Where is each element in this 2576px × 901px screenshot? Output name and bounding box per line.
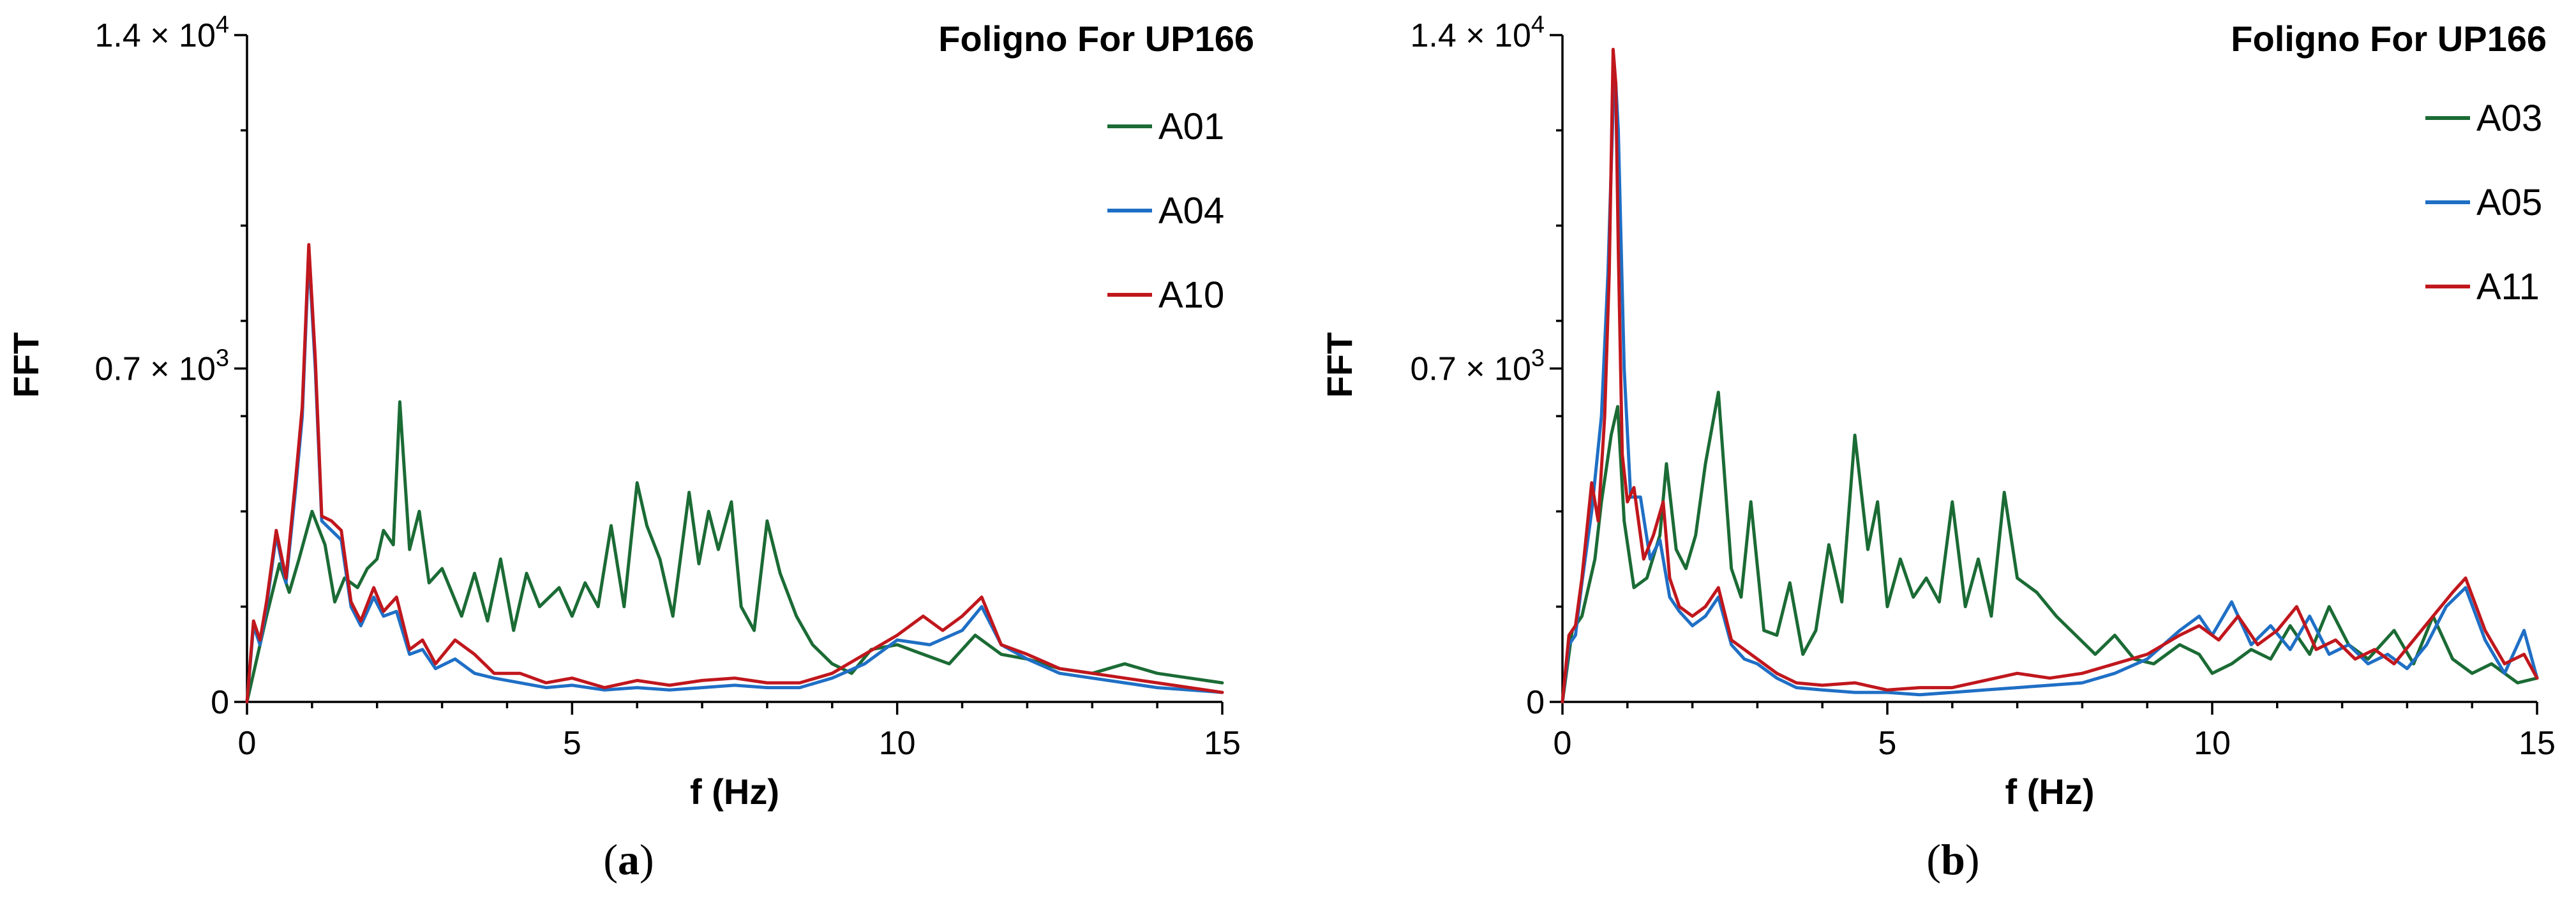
chart-title: Foligno For UP166 bbox=[938, 19, 1254, 59]
x-tick-label: 10 bbox=[2194, 725, 2231, 762]
legend-label: A05 bbox=[2476, 182, 2542, 223]
y-tick-label-base: 0 bbox=[1526, 684, 1545, 721]
x-tick-label: 5 bbox=[1878, 725, 1897, 762]
panel-label-paren: ( bbox=[603, 835, 618, 884]
series-line-a10 bbox=[245, 242, 1224, 704]
y-tick-label: 0 bbox=[211, 684, 229, 721]
legend-label: A11 bbox=[2476, 266, 2540, 308]
panel-label: (b) bbox=[1926, 835, 1979, 884]
legend-label: A03 bbox=[2476, 98, 2542, 139]
y-tick-label: 1.4 × 104 bbox=[94, 11, 229, 54]
y-tick-label-exponent: 4 bbox=[1531, 11, 1545, 38]
chart-title: Foligno For UP166 bbox=[2231, 19, 2547, 59]
series-line-a04 bbox=[245, 252, 1224, 704]
panel-label-paren: ( bbox=[1926, 835, 1941, 884]
y-tick-label-base: 0.7 × 10 bbox=[1410, 351, 1531, 388]
y-tick-label: 0.7 × 103 bbox=[94, 345, 229, 388]
y-axis-title: FFT bbox=[6, 332, 46, 398]
chart-panel-b: 0 0.7 × 103 1.4 × 104 0 5 10 15 f (Hz) FFT Folign… bbox=[1319, 11, 2556, 884]
chart-panel-a: 0 0.7 × 103 1.4 × 104 0 5 10 15 f (Hz) FFT Folign… bbox=[6, 11, 1254, 884]
x-tick-label: 0 bbox=[238, 725, 257, 762]
y-tick-label-exponent: 3 bbox=[216, 345, 229, 372]
y-axis-title: FFT bbox=[1319, 332, 1359, 398]
series-line-a01 bbox=[245, 400, 1224, 704]
y-tick-label-exponent: 4 bbox=[216, 11, 229, 38]
y-tick-label-base: 1.4 × 10 bbox=[1410, 17, 1531, 54]
series-line-a03 bbox=[1561, 391, 2539, 704]
panel-label-paren: ) bbox=[640, 835, 654, 884]
y-tick-label-base: 0 bbox=[211, 684, 229, 721]
legend-label: A10 bbox=[1158, 274, 1224, 316]
y-tick-label: 0 bbox=[1526, 684, 1545, 721]
x-tick-label: 15 bbox=[2519, 725, 2556, 762]
panel-label-paren: ) bbox=[1965, 835, 1980, 884]
y-tick-label-exponent: 3 bbox=[1531, 345, 1545, 372]
series-line-a11 bbox=[1561, 47, 2539, 704]
x-tick-label: 0 bbox=[1554, 725, 1572, 762]
y-tick-label: 1.4 × 104 bbox=[1410, 11, 1545, 54]
y-tick-label-base: 0.7 × 10 bbox=[94, 351, 215, 388]
y-tick-label-base: 1.4 × 10 bbox=[94, 17, 215, 54]
x-tick-label: 5 bbox=[563, 725, 581, 762]
x-axis-title: f (Hz) bbox=[2005, 771, 2095, 812]
y-tick-label: 0.7 × 103 bbox=[1410, 345, 1545, 388]
legend-label: A01 bbox=[1158, 106, 1224, 147]
x-tick-label: 10 bbox=[879, 725, 916, 762]
x-axis-title: f (Hz) bbox=[690, 771, 779, 812]
series-line-a05 bbox=[1561, 81, 2539, 704]
panel-label: (a) bbox=[603, 835, 654, 884]
x-tick-label: 15 bbox=[1204, 725, 1241, 762]
panel-label-letter: b bbox=[1941, 835, 1965, 884]
legend-label: A04 bbox=[1158, 190, 1224, 232]
panel-label-letter: a bbox=[618, 835, 640, 884]
